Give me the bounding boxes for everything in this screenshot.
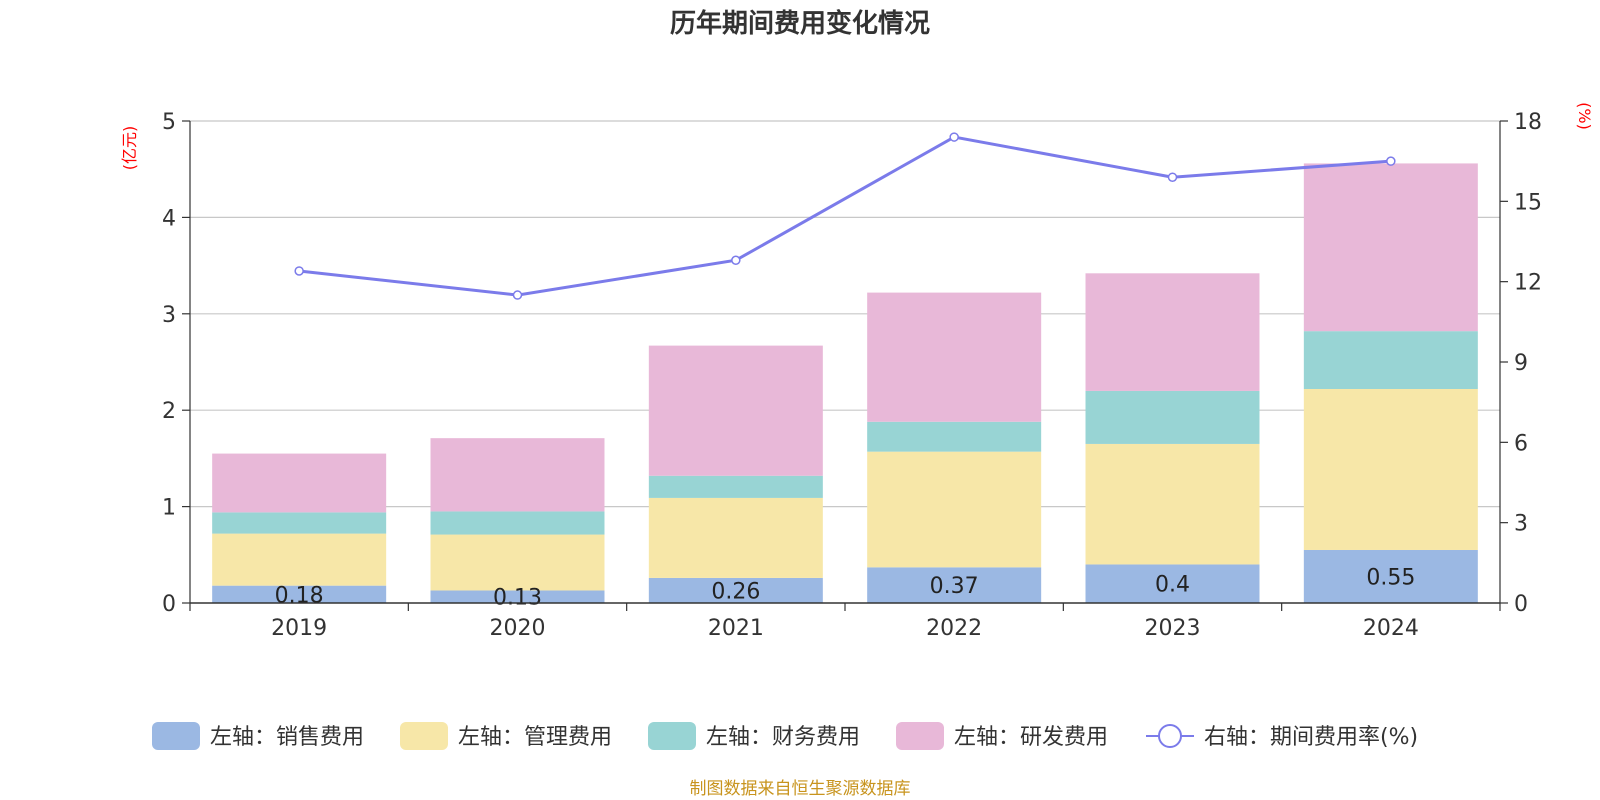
bar-segment-2	[1085, 443, 1260, 565]
right-tick-label: 3	[1514, 512, 1528, 537]
legend-swatch	[152, 722, 200, 750]
bar-segment-3	[648, 475, 823, 498]
right-tick-label: 9	[1514, 351, 1528, 376]
bar-segment-1	[1303, 549, 1478, 603]
rate-point	[731, 255, 741, 265]
bar-segment-3	[212, 512, 387, 534]
bar-data-label: 0.37	[930, 574, 979, 599]
right-tick-label: 12	[1514, 271, 1542, 296]
grid-lines	[190, 120, 1500, 508]
left-tick-label: 5	[162, 110, 176, 135]
bar-segment-2	[648, 497, 823, 578]
bar-data-label: 0.4	[1155, 573, 1190, 598]
bar-data-label: 0.13	[493, 586, 542, 611]
legend-swatch	[648, 722, 696, 750]
bar-segment-3	[430, 511, 605, 535]
x-tick-label: 2024	[1363, 616, 1419, 641]
rate-point	[1167, 172, 1178, 182]
left-tick-label: 4	[162, 206, 176, 231]
bar-data-label: 0.26	[711, 579, 760, 604]
x-tick-label: 2020	[490, 616, 546, 641]
bar-data-label: 0.18	[275, 583, 324, 608]
right-tick-label: 15	[1514, 190, 1542, 215]
bar-segment-4	[1303, 163, 1478, 332]
bar-segment-1	[867, 567, 1042, 603]
chart-title: 历年期间费用变化情况	[670, 8, 930, 39]
bar-segment-1	[648, 577, 823, 603]
bars-group	[212, 163, 1478, 603]
bar-segment-2	[1303, 388, 1478, 550]
bar-segment-3	[867, 421, 1042, 452]
x-tick-label: 2019	[271, 616, 327, 641]
right-tick-label: 0	[1514, 592, 1528, 617]
legend-swatch	[896, 722, 944, 750]
rate-line-group	[294, 132, 1396, 300]
bar-segment-2	[430, 534, 605, 591]
bar-segment-1	[1085, 564, 1260, 603]
legend-label: 左轴：研发费用	[954, 725, 1108, 750]
bar-segment-4	[1085, 273, 1260, 391]
right-axis-unit: (%)	[1575, 102, 1594, 130]
rate-point	[1386, 156, 1396, 166]
data-labels-group: 0.18 0.13 0.26 0.37 0.4 0.55	[275, 565, 1416, 610]
legend-label: 左轴：管理费用	[458, 725, 612, 750]
rate-point	[949, 132, 959, 142]
x-tick-label: 2021	[708, 616, 764, 641]
legend: 左轴：销售费用 左轴：管理费用 左轴：财务费用 左轴：研发费用 右轴：期间费用率(%)	[152, 722, 1418, 750]
legend-label: 左轴：销售费用	[210, 725, 364, 750]
x-tick-label: 2023	[1145, 616, 1201, 641]
legend-label: 左轴：财务费用	[706, 725, 860, 750]
left-tick-label: 0	[162, 592, 176, 617]
bar-segment-4	[430, 438, 605, 512]
rate-point	[294, 266, 304, 276]
left-tick-label: 3	[162, 303, 176, 328]
source-note: 制图数据来自恒生聚源数据库	[690, 779, 911, 799]
right-tick-label: 6	[1514, 431, 1528, 456]
left-tick-label: 1	[162, 496, 176, 521]
legend-label: 右轴：期间费用率(%)	[1204, 725, 1418, 750]
rate-line	[299, 135, 1391, 297]
left-axis-unit: (亿元)	[120, 126, 139, 171]
left-tick-label: 2	[162, 399, 176, 424]
bar-segment-4	[867, 292, 1042, 422]
legend-swatch-marker	[1158, 724, 1182, 748]
bar-segment-2	[212, 533, 387, 586]
bar-segment-4	[648, 345, 823, 476]
bar-segment-1	[212, 585, 387, 603]
bar-segment-3	[1303, 331, 1478, 389]
bar-segment-4	[212, 453, 387, 513]
x-tick-label: 2022	[926, 616, 982, 641]
bar-segment-2	[867, 451, 1042, 568]
bar-data-label: 0.55	[1366, 565, 1415, 590]
legend-swatch	[400, 722, 448, 750]
bar-segment-3	[1085, 390, 1260, 444]
right-tick-label: 18	[1514, 110, 1542, 135]
bar-segment-1	[430, 590, 605, 603]
rate-point	[512, 290, 523, 300]
